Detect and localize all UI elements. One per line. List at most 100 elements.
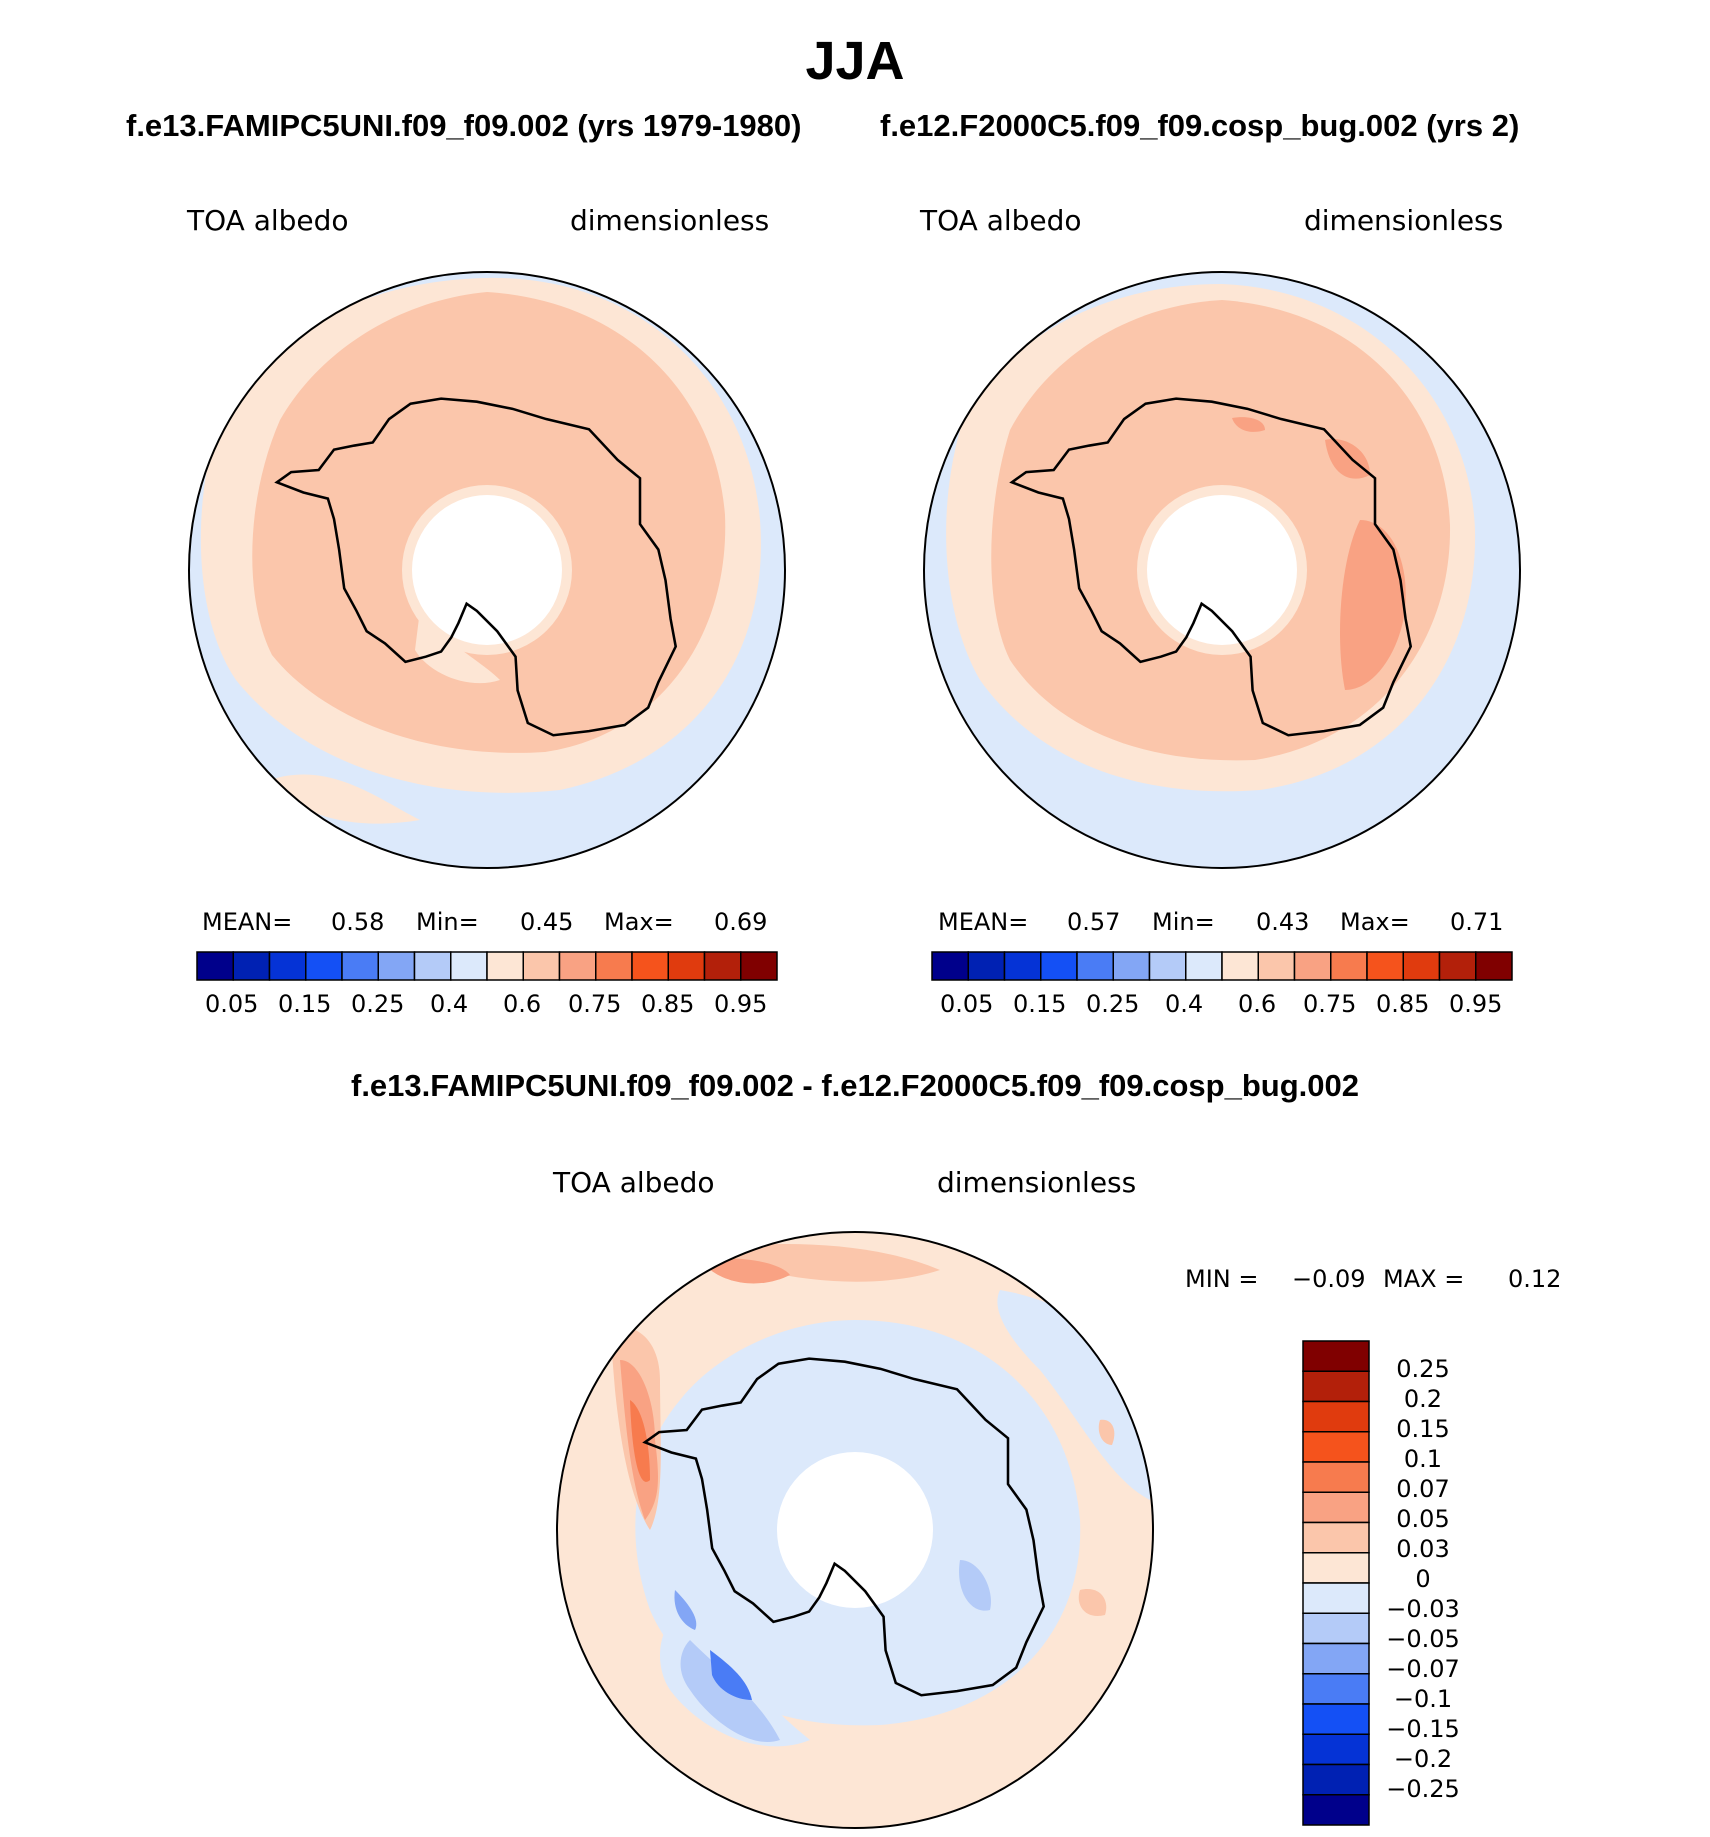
colorbar-swatch bbox=[305, 951, 343, 981]
colorbar-swatch bbox=[1302, 1552, 1370, 1584]
colorbar-swatch bbox=[1302, 1794, 1370, 1826]
colorbar-tick: 0.25 bbox=[351, 990, 405, 1018]
colorbar-tick: 0.15 bbox=[1013, 990, 1067, 1018]
colorbar-swatch bbox=[1221, 951, 1259, 981]
right-max-label: Max= bbox=[1340, 908, 1410, 936]
colorbar-tick: −0.25 bbox=[1386, 1775, 1460, 1803]
colorbar-tick: 0.6 bbox=[503, 990, 542, 1018]
diff-units-label: dimensionless bbox=[937, 1166, 1137, 1199]
colorbar-tick: −0.07 bbox=[1386, 1655, 1460, 1683]
diff-min-value: −0.09 bbox=[1292, 1265, 1366, 1293]
colorbar-swatch bbox=[1366, 951, 1404, 981]
colorbar-swatch bbox=[1302, 1461, 1370, 1493]
diff-min-label: MIN = bbox=[1185, 1265, 1259, 1293]
colorbar-swatch bbox=[1257, 951, 1296, 981]
colorbar-tick: 0.1 bbox=[1403, 1445, 1443, 1473]
colorbar-tick: 0.75 bbox=[568, 990, 622, 1018]
colorbar-swatch bbox=[931, 951, 969, 981]
right-colorbar bbox=[931, 951, 1513, 981]
right-min-label: Min= bbox=[1152, 908, 1215, 936]
diff-variable-label: TOA albedo bbox=[553, 1166, 715, 1199]
colorbar-tick: −0.15 bbox=[1386, 1715, 1460, 1743]
colorbar-tick: 0.4 bbox=[1165, 990, 1204, 1018]
colorbar-tick: 0.95 bbox=[1449, 990, 1503, 1018]
left-min-label: Min= bbox=[416, 908, 479, 936]
colorbar-tick: −0.05 bbox=[1386, 1625, 1460, 1653]
colorbar-swatch bbox=[268, 951, 307, 981]
colorbar-swatch bbox=[1112, 951, 1151, 981]
right-min-value: 0.43 bbox=[1256, 908, 1310, 936]
colorbar-swatch bbox=[1148, 951, 1187, 981]
colorbar-swatch bbox=[413, 951, 452, 981]
colorbar-swatch bbox=[377, 951, 416, 981]
colorbar-swatch bbox=[1402, 951, 1441, 981]
colorbar-swatch bbox=[522, 951, 561, 981]
colorbar-swatch bbox=[486, 951, 524, 981]
colorbar-swatch bbox=[1302, 1340, 1370, 1372]
colorbar-swatch bbox=[196, 951, 234, 981]
diff-map bbox=[556, 1231, 1154, 1829]
colorbar-swatch bbox=[1302, 1763, 1370, 1796]
colorbar-swatch bbox=[631, 951, 669, 981]
colorbar-tick: 0 bbox=[1415, 1565, 1431, 1593]
colorbar-swatch bbox=[1302, 1370, 1370, 1403]
colorbar-swatch bbox=[1003, 951, 1042, 981]
colorbar-tick: −0.1 bbox=[1393, 1685, 1453, 1713]
colorbar-tick: −0.2 bbox=[1393, 1745, 1453, 1773]
colorbar-tick: 0.07 bbox=[1396, 1475, 1450, 1503]
colorbar-tick: 0.4 bbox=[430, 990, 469, 1018]
colorbar-swatch bbox=[232, 951, 271, 981]
colorbar-tick: 0.25 bbox=[1086, 990, 1140, 1018]
colorbar-tick: 0.85 bbox=[641, 990, 695, 1018]
colorbar-swatch bbox=[1302, 1521, 1370, 1554]
left-max-value: 0.69 bbox=[714, 908, 768, 936]
colorbar-swatch bbox=[1302, 1400, 1370, 1433]
diff-max-label: MAX = bbox=[1383, 1265, 1465, 1293]
right-variable-label: TOA albedo bbox=[920, 204, 1082, 237]
colorbar-swatch bbox=[1293, 951, 1332, 981]
colorbar-tick: 0.05 bbox=[940, 990, 994, 1018]
colorbar-swatch bbox=[1302, 1582, 1370, 1614]
colorbar-swatch bbox=[740, 951, 778, 981]
right-map bbox=[923, 271, 1521, 869]
colorbar-tick: 0.95 bbox=[714, 990, 768, 1018]
right-units-label: dimensionless bbox=[1304, 204, 1504, 237]
colorbar-swatch bbox=[1185, 951, 1223, 981]
left-units-label: dimensionless bbox=[570, 204, 770, 237]
colorbar-tick: 0.85 bbox=[1376, 990, 1430, 1018]
colorbar-swatch bbox=[1302, 1431, 1370, 1463]
left-map bbox=[188, 271, 786, 869]
colorbar-tick: 0.6 bbox=[1238, 990, 1277, 1018]
left-mean-label: MEAN= bbox=[202, 908, 293, 936]
colorbar-swatch bbox=[703, 951, 742, 981]
colorbar-tick: 0.15 bbox=[278, 990, 332, 1018]
left-mean-value: 0.58 bbox=[331, 908, 385, 936]
colorbar-tick: 0.75 bbox=[1303, 990, 1357, 1018]
left-min-value: 0.45 bbox=[520, 908, 574, 936]
left-colorbar bbox=[196, 951, 778, 981]
colorbar-swatch bbox=[450, 951, 488, 981]
diff-max-value: 0.12 bbox=[1508, 1265, 1562, 1293]
left-panel-subtitle: f.e13.FAMIPC5UNI.f09_f09.002 (yrs 1979-1… bbox=[126, 108, 802, 143]
colorbar-swatch bbox=[1475, 951, 1513, 981]
colorbar-tick: 0.15 bbox=[1396, 1415, 1450, 1443]
right-panel-subtitle: f.e12.F2000C5.f09_f09.cosp_bug.002 (yrs … bbox=[880, 108, 1520, 143]
colorbar-swatch bbox=[1302, 1703, 1370, 1735]
colorbar-swatch bbox=[1302, 1673, 1370, 1705]
colorbar-swatch bbox=[1302, 1612, 1370, 1645]
colorbar-swatch bbox=[595, 951, 633, 981]
colorbar-swatch bbox=[967, 951, 1006, 981]
colorbar-swatch bbox=[341, 951, 379, 981]
colorbar-swatch bbox=[667, 951, 706, 981]
colorbar-swatch bbox=[1330, 951, 1368, 981]
colorbar-swatch bbox=[1302, 1642, 1370, 1675]
diff-panel-title: f.e13.FAMIPC5UNI.f09_f09.002 - f.e12.F20… bbox=[351, 1068, 1359, 1103]
left-max-label: Max= bbox=[604, 908, 674, 936]
colorbar-swatch bbox=[1076, 951, 1114, 981]
right-mean-value: 0.57 bbox=[1067, 908, 1121, 936]
colorbar-tick: 0.2 bbox=[1403, 1385, 1443, 1413]
colorbar-swatch bbox=[1438, 951, 1477, 981]
left-variable-label: TOA albedo bbox=[187, 204, 349, 237]
colorbar-tick: 0.25 bbox=[1396, 1355, 1450, 1383]
